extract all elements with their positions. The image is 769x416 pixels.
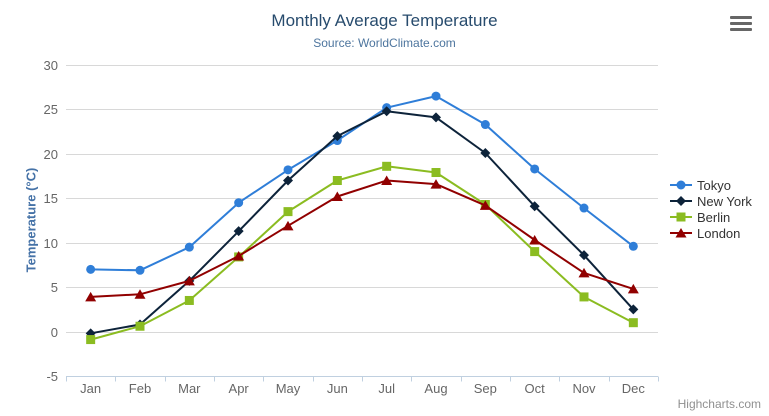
hamburger-icon[interactable]	[730, 16, 754, 31]
berlin-point[interactable]	[332, 176, 342, 186]
london-point[interactable]	[134, 289, 146, 299]
legend-label: London	[697, 225, 741, 241]
new-york-point[interactable]	[381, 106, 392, 117]
london-point[interactable]	[627, 283, 639, 294]
london-point[interactable]	[479, 200, 491, 210]
y-axis-label: 10	[43, 235, 58, 251]
highcharts-credits[interactable]: Highcharts.com	[677, 397, 761, 411]
tokyo-point[interactable]	[480, 120, 490, 130]
legend-item-london[interactable]: London	[670, 225, 752, 241]
london-point[interactable]	[282, 220, 294, 231]
london-legend-symbol[interactable]	[675, 228, 687, 238]
tokyo-point[interactable]	[234, 198, 244, 208]
tokyo-point[interactable]	[184, 242, 194, 252]
y-axis-label: -5	[46, 369, 58, 384]
x-axis-label: Feb	[128, 381, 152, 396]
y-axis-label: 0	[50, 324, 58, 340]
new-york-point[interactable]	[529, 201, 540, 212]
y-axis-label: 5	[50, 280, 58, 296]
legend: Tokyo New York Berlin London	[670, 177, 752, 241]
x-axis-label: Jan	[80, 381, 102, 396]
berlin-point[interactable]	[431, 168, 441, 178]
x-axis-label: Sep	[473, 381, 497, 396]
london-series	[85, 175, 639, 302]
berlin-legend-symbol[interactable]	[676, 212, 686, 222]
tokyo-point[interactable]	[579, 203, 589, 213]
london-point[interactable]	[331, 191, 343, 202]
new-york-point[interactable]	[480, 147, 491, 158]
berlin-point[interactable]	[530, 247, 540, 257]
x-axis-label: May	[275, 381, 301, 396]
berlin-point[interactable]	[579, 292, 589, 302]
berlin-line	[89, 165, 635, 341]
tokyo-legend-symbol[interactable]	[676, 180, 686, 190]
tokyo-line	[89, 95, 635, 272]
london-point[interactable]	[529, 235, 541, 245]
new-york-point[interactable]	[628, 304, 639, 315]
y-axis-label: 15	[43, 191, 58, 207]
y-axis-label: 25	[43, 102, 58, 118]
tokyo-point[interactable]	[86, 264, 96, 274]
berlin-point[interactable]	[86, 335, 96, 345]
new-york-line	[89, 110, 635, 335]
new-york-point[interactable]	[579, 250, 589, 261]
x-axis-label: Jul	[378, 381, 395, 396]
tokyo-point[interactable]	[283, 165, 293, 175]
london-point[interactable]	[183, 275, 195, 286]
london-point[interactable]	[578, 267, 590, 278]
x-axis-label: Apr	[228, 381, 249, 396]
tokyo-point[interactable]	[530, 164, 540, 174]
chart-subtitle: Source: WorldClimate.com	[313, 36, 456, 50]
legend-label: Tokyo	[697, 177, 731, 193]
x-axis-label: Oct	[524, 381, 545, 396]
x-axis-label: Mar	[178, 381, 201, 396]
x-axis-label: Aug	[424, 381, 448, 396]
y-axis-title: Temperature (°C)	[23, 167, 39, 273]
tokyo-series	[86, 91, 638, 275]
legend-label: Berlin	[697, 209, 731, 225]
x-axis-label: Jun	[326, 381, 348, 396]
y-axis-label: 30	[43, 58, 58, 73]
berlin-point[interactable]	[283, 207, 293, 217]
berlin-legend-marker	[670, 212, 692, 222]
new-york-legend-marker	[670, 196, 692, 206]
new-york-legend-symbol[interactable]	[676, 196, 686, 206]
new-york-point[interactable]	[332, 131, 343, 142]
tokyo-point[interactable]	[135, 265, 145, 275]
x-axis-label: Dec	[621, 381, 645, 396]
new-york-point[interactable]	[283, 175, 293, 186]
london-line	[89, 179, 635, 298]
chart-title: Monthly Average Temperature	[271, 11, 498, 30]
berlin-point[interactable]	[135, 321, 145, 331]
new-york-series	[85, 106, 639, 339]
y-axis-label: 20	[43, 146, 58, 162]
x-axis-label: Nov	[572, 381, 596, 396]
legend-item-berlin[interactable]: Berlin	[670, 209, 752, 225]
legend-label: New York	[697, 193, 752, 209]
tokyo-point[interactable]	[628, 241, 638, 251]
new-york-point[interactable]	[431, 112, 441, 123]
berlin-point[interactable]	[382, 161, 392, 171]
london-point[interactable]	[381, 175, 393, 186]
london-legend-marker	[670, 228, 692, 238]
legend-item-tokyo[interactable]: Tokyo	[670, 177, 752, 193]
new-york-point[interactable]	[233, 226, 244, 237]
london-point[interactable]	[85, 291, 97, 302]
london-point[interactable]	[233, 251, 245, 261]
tokyo-legend-marker	[670, 180, 692, 190]
tokyo-point[interactable]	[431, 91, 441, 101]
london-point[interactable]	[430, 179, 442, 189]
berlin-point[interactable]	[628, 318, 638, 328]
legend-item-new-york[interactable]: New York	[670, 193, 752, 209]
berlin-point[interactable]	[184, 295, 194, 305]
